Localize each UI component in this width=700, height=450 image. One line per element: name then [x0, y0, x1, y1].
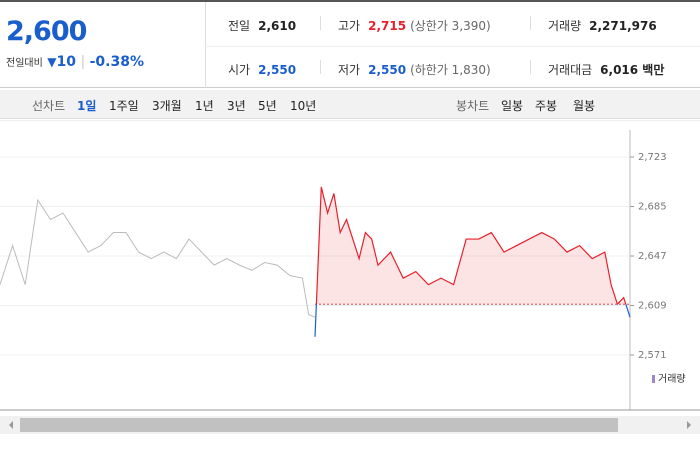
chart: 2,723 2,685 2,647 2,609 2,571 거래량 — [0, 120, 700, 434]
area — [315, 186, 630, 305]
change: 전일대비 ▼10 | -0.38% — [6, 54, 144, 70]
volume-label: 거래량 — [658, 373, 686, 385]
toolbar-label: 봉차트 — [456, 99, 490, 113]
divider — [320, 60, 321, 74]
change-value: 10 — [56, 54, 76, 70]
scroll-thumb[interactable] — [20, 418, 618, 432]
cell-label: 저가 — [338, 63, 361, 77]
cell-note: (하한가 1,830) — [410, 63, 491, 77]
range-tab[interactable]: 1년 — [195, 99, 214, 113]
y-tick-label: 2,571 — [638, 350, 667, 361]
quote-cell: 고가 2,715 (상한가 3,390) — [338, 17, 491, 34]
legend-swatch — [652, 375, 655, 383]
price-line — [315, 186, 627, 305]
price-line — [0, 198, 316, 318]
toolbar-label: 선차트 — [32, 99, 66, 113]
cell-label: 전일 — [228, 19, 251, 33]
change-rate: -0.38% — [89, 54, 144, 70]
range-tab[interactable]: 3년 — [227, 99, 246, 113]
range-tab[interactable]: 1주일 — [109, 99, 139, 113]
cell-value: 2,550 — [258, 63, 297, 77]
cell-label: 거래대금 — [548, 63, 593, 77]
cell-value: 2,715 — [368, 19, 407, 33]
quote-cell: 시가 2,550 — [228, 61, 296, 78]
y-tick-label: 2,647 — [638, 251, 667, 262]
cell-value: 2,550 — [368, 63, 407, 77]
toolbar: 선차트 1일 1주일 3개월 1년 3년 5년 10년 봉차트 일봉 주봉 월봉 — [0, 90, 700, 119]
cell-value: 2,610 — [258, 19, 297, 33]
range-tab[interactable]: 1일 — [77, 99, 97, 113]
cell-value: 6,016 백만 — [600, 63, 665, 77]
range-tab[interactable]: 3개월 — [152, 99, 182, 113]
quote-cell: 저가 2,550 (하한가 1,830) — [338, 61, 491, 78]
cell-label: 거래량 — [548, 19, 582, 33]
cell-label: 고가 — [338, 19, 361, 33]
candle-tab[interactable]: 일봉 — [501, 99, 524, 113]
quote-header: 2,600 전일대비 ▼10 | -0.38% 전일 2,610 고가 2,715 (상… — [0, 0, 700, 88]
quote-cell: 거래대금 6,016 백만 — [548, 61, 664, 78]
candle-tab[interactable]: 주봉 — [535, 99, 558, 113]
y-tick-label: 2,609 — [638, 301, 667, 312]
candle-tab[interactable]: 월봉 — [573, 99, 596, 113]
range-tab[interactable]: 5년 — [258, 99, 277, 113]
price-box: 2,600 전일대비 ▼10 | -0.38% — [0, 2, 206, 88]
divider — [530, 16, 531, 30]
change-label: 전일대비 — [6, 58, 43, 69]
y-tick-label: 2,685 — [638, 202, 667, 213]
quote-cell: 거래량 2,271,976 — [548, 17, 657, 34]
cell-value: 2,271,976 — [589, 19, 657, 33]
y-tick-label: 2,723 — [638, 152, 667, 163]
cell-label: 시가 — [228, 63, 251, 77]
row-divider — [205, 46, 700, 47]
scroll-arrow[interactable] — [687, 421, 691, 429]
cell-note: (상한가 3,390) — [410, 19, 491, 33]
scroll-arrow[interactable] — [9, 421, 13, 429]
divider — [320, 16, 321, 30]
range-tab[interactable]: 10년 — [290, 99, 317, 113]
divider — [530, 60, 531, 74]
quote-cell: 전일 2,610 — [228, 17, 296, 34]
price: 2,600 — [6, 16, 87, 47]
